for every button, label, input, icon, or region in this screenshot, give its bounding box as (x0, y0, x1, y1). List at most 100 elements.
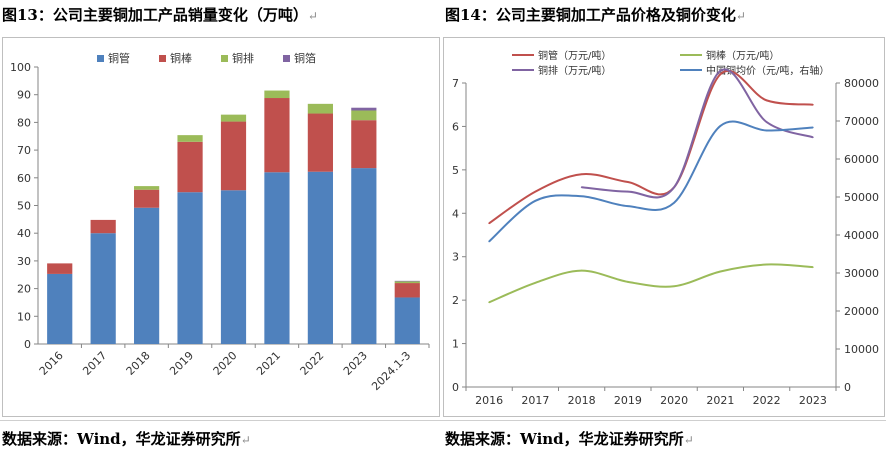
point-s1-2016 (488, 301, 490, 304)
point-s2-2022 (765, 121, 768, 123)
y-right-tick-label-0: 0 (844, 381, 851, 394)
y-tick-label-60: 60 (17, 172, 31, 185)
legend-swatch-0 (97, 55, 104, 62)
legend-label-1: 铜棒 (170, 51, 192, 65)
y-left-tick-label-2: 2 (452, 294, 459, 307)
x-tick-label-2021: 2021 (706, 394, 734, 407)
bar-2021-s2 (264, 90, 290, 99)
bar-2020-s2 (220, 114, 247, 122)
x-tick-label-2020: 2020 (211, 349, 240, 378)
point-s1-2022 (765, 263, 768, 266)
point-s3-2020 (673, 201, 675, 204)
sales-volume-chart-svg: 铜管 铜棒 铜排 铜箔 0 10 20 30 40 50 60 70 80 90 100 2016 2017 20… (10, 51, 430, 393)
bar-2020-s1 (220, 121, 247, 191)
legend-label-2: 铜排（万元/吨） (538, 64, 611, 77)
x-tick-label-2019: 2019 (614, 394, 642, 407)
legend-swatch-1 (159, 55, 166, 62)
bar-2022-s0 (307, 171, 333, 344)
legend-label-2: 铜排 (232, 51, 254, 65)
point-s0-2018 (580, 173, 583, 175)
bar-2019-s0 (177, 192, 203, 344)
right-data-source: 数据来源：Wind，华龙证券研究所↵ (445, 430, 694, 448)
bar-2016-s0 (47, 273, 73, 344)
point-s1-2021 (719, 270, 722, 273)
y-tick-label-20: 20 (17, 283, 31, 296)
point-s1-2018 (580, 269, 583, 272)
y-tick-label-50: 50 (17, 200, 31, 213)
bar-2017-s0 (90, 233, 116, 344)
point-s3-2017 (534, 200, 537, 202)
bar-2024-1-3-s2 (394, 281, 420, 284)
bar-2016-s1 (47, 263, 73, 274)
x-tick-label-2019: 2019 (167, 349, 196, 378)
point-s3-2022 (765, 129, 768, 132)
point-s3-2016 (488, 240, 490, 243)
x-tick-label-2022: 2022 (298, 349, 327, 378)
series-line-2 (581, 68, 814, 199)
legend-label-0: 铜管 (108, 51, 130, 65)
bar-2023-s3 (351, 107, 377, 111)
sales-volume-chart: 铜管 铜棒 铜排 铜箔 0 10 20 30 40 50 60 70 80 90 100 2016 2017 20… (2, 37, 440, 417)
point-s2-2023 (812, 136, 814, 139)
bar-2021-s1 (264, 98, 290, 173)
x-tick-label-2018: 2018 (124, 349, 153, 378)
bar-2024-1-3-s0 (394, 297, 420, 344)
point-s3-2023 (812, 126, 814, 129)
y-right-tick-label-20000: 20000 (844, 305, 879, 318)
y-tick-label-90: 90 (17, 89, 31, 102)
series-line-3 (488, 120, 813, 243)
legend-label-3: 铜箔 (294, 51, 316, 65)
legend-label-0: 铜管（万元/吨） (538, 49, 611, 62)
y-right-tick-label-10000: 10000 (844, 343, 879, 356)
point-s0-2021 (719, 73, 722, 76)
point-s1-2019 (627, 281, 629, 283)
y-tick-label-70: 70 (17, 144, 31, 157)
bar-2024-1-3-s3 (394, 280, 420, 282)
bar-2019-s1 (177, 141, 203, 193)
bar-2023-s1 (351, 120, 377, 169)
x-tick-label-2018: 2018 (568, 394, 596, 407)
y-right-tick-label-40000: 40000 (844, 229, 879, 242)
price-chart: 铜管（万元/吨） 铜棒（万元/吨） 铜排（万元/吨） 中国铜均价（元/吨，右轴） 0 1 2… (443, 37, 885, 417)
bar-2020-s0 (220, 190, 247, 344)
y-tick-label-40: 40 (17, 227, 31, 240)
x-tick-label-2020: 2020 (660, 394, 688, 407)
bar-2018-s0 (134, 207, 160, 344)
y-tick-label-80: 80 (17, 116, 31, 129)
x-tick-label-2021: 2021 (254, 349, 283, 378)
y-left-tick-label-5: 5 (452, 164, 459, 177)
point-s2-2020 (673, 186, 675, 189)
y-right-tick-label-70000: 70000 (844, 115, 879, 128)
y-tick-label-0: 0 (24, 338, 31, 351)
bar-2023-s0 (351, 168, 377, 344)
bar-2024-1-3-s1 (394, 283, 420, 298)
point-s2-2021 (719, 70, 722, 72)
legend-label-3: 中国铜均价（元/吨，右轴） (706, 64, 829, 77)
x-tick-label-2022: 2022 (753, 394, 781, 407)
point-s0-2023 (812, 103, 814, 106)
bar-2018-s2 (134, 186, 160, 190)
series-line-0 (488, 70, 813, 225)
y-left-tick-label-7: 7 (452, 77, 459, 90)
point-s0-2022 (765, 99, 768, 102)
point-s0-2019 (627, 181, 629, 183)
left-data-source: 数据来源：Wind，华龙证券研究所↵ (2, 430, 251, 448)
point-s3-2021 (719, 125, 722, 127)
point-s3-2019 (627, 205, 629, 207)
series-line-1 (488, 263, 813, 304)
legend-swatch-2 (221, 55, 228, 62)
point-s2-2019 (627, 190, 629, 193)
x-tick-label-2023: 2023 (799, 394, 827, 407)
bar-2023-s2 (351, 110, 377, 121)
left-chart-title: 图13：公司主要铜加工产品销量变化（万吨）↵ (2, 6, 318, 24)
y-right-tick-label-50000: 50000 (844, 191, 879, 204)
point-s1-2023 (812, 266, 814, 268)
x-tick-label-2017: 2017 (521, 394, 549, 407)
x-tick-label-2016: 2016 (37, 349, 66, 378)
point-s3-2018 (580, 195, 583, 198)
y-left-tick-label-6: 6 (452, 120, 459, 133)
y-tick-label-100: 100 (10, 61, 31, 74)
y-left-tick-label-4: 4 (452, 207, 459, 220)
y-left-tick-label-3: 3 (452, 251, 459, 264)
legend-swatch-3 (283, 55, 290, 62)
